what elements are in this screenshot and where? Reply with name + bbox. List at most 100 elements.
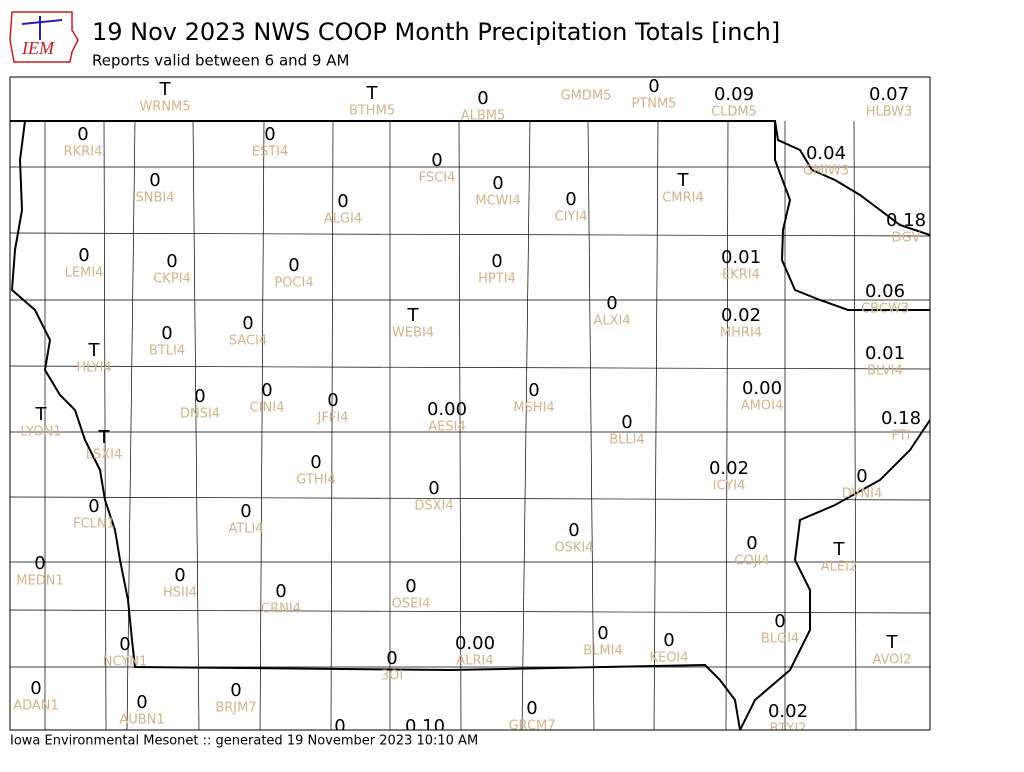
station-id: AUBN1	[119, 713, 164, 728]
station-id: HLYI4	[76, 361, 111, 376]
station-id: ALXI4	[593, 314, 630, 329]
station-id: SNBI4	[136, 191, 175, 206]
station-id: GMDM5	[561, 89, 612, 104]
station-value: 0.07	[869, 84, 909, 105]
station-value: 0.04	[806, 143, 846, 164]
station-value: 0	[119, 634, 130, 655]
station-value: 0	[242, 313, 253, 334]
station-id: DNSI4	[180, 407, 220, 422]
station-value: 0	[746, 533, 757, 554]
station-value: 0	[568, 520, 579, 541]
station-id: KEOI4	[649, 651, 688, 666]
station-value: 0.18	[886, 210, 926, 231]
station-value: 0	[526, 698, 537, 719]
station-id: HPTI4	[478, 272, 516, 287]
county-line	[725, 120, 729, 730]
station-value: 0.18	[881, 408, 921, 429]
station-value: 0	[386, 648, 397, 669]
station-id: BTHM5	[349, 104, 395, 119]
station-value: 0	[136, 692, 147, 713]
station-value: 0	[491, 251, 502, 272]
station-id: MEDN1	[16, 574, 63, 589]
station-value: 0.10	[405, 716, 445, 737]
station-value: 0.06	[865, 281, 905, 302]
station-value: 0.01	[721, 247, 761, 268]
station-value: 0	[565, 189, 576, 210]
station-value: 0	[310, 452, 321, 473]
station-id: HLBW3	[866, 105, 913, 120]
station-id: CBCW3	[861, 302, 909, 317]
station-value: 0	[34, 553, 45, 574]
station-id: BLLI4	[609, 433, 645, 448]
station-id: CINI4	[250, 401, 285, 416]
station-id: CRNI4	[261, 602, 301, 617]
river-border	[739, 121, 930, 730]
station-id: GRCM7	[508, 719, 555, 734]
station-id: ICYI4	[713, 479, 746, 494]
station-id: 3OI	[381, 669, 403, 684]
station-id: PTNM5	[632, 97, 677, 112]
station-value: T	[886, 632, 899, 653]
county-line	[458, 120, 462, 730]
station-id: LYON1	[21, 425, 62, 440]
station-id: JFFI4	[317, 411, 349, 426]
title: 19 Nov 2023 NWS COOP Month Precipitation…	[92, 18, 780, 46]
station-value: 0	[774, 611, 785, 632]
station-value: 0	[149, 170, 160, 191]
station-id: MSHI4	[513, 401, 554, 416]
station-value: T	[833, 539, 846, 560]
county-line	[10, 232, 930, 237]
station-id: HSII4	[163, 586, 197, 601]
station-value: 0.02	[721, 305, 761, 326]
station-id: COJI4	[734, 554, 769, 569]
station-value: 0	[161, 323, 172, 344]
county-lines	[10, 77, 930, 730]
county-line	[103, 120, 107, 730]
station-id: BLGI4	[761, 632, 799, 647]
station-id: NCYN1	[103, 655, 148, 670]
station-id: BTYI2	[770, 722, 807, 737]
station-value: 0.00	[455, 633, 495, 654]
county-line	[10, 609, 930, 614]
station-id: OSKI4	[554, 541, 593, 556]
station-value: 0.00	[427, 399, 467, 420]
station-id: FCLN1	[73, 517, 115, 532]
station-id: ESTI4	[252, 145, 289, 160]
county-line	[587, 120, 595, 730]
station-value: T	[407, 305, 420, 326]
station-id: CKPI4	[153, 272, 191, 287]
logo: IEM	[9, 11, 79, 63]
station-value: 0	[431, 150, 442, 171]
station-value: 0	[288, 255, 299, 276]
station-id: POCI4	[274, 276, 313, 291]
station-value: 0	[275, 581, 286, 602]
footer: Iowa Environmental Mesonet :: generated …	[10, 734, 478, 749]
station-value: 0	[264, 124, 275, 145]
station-value: 0	[240, 501, 251, 522]
station-value: T	[98, 427, 111, 448]
station-id: AESI4	[428, 420, 465, 435]
station-value: T	[35, 404, 48, 425]
county-line	[521, 120, 531, 730]
station-id: ALEI2	[821, 560, 857, 575]
station-value: T	[159, 79, 172, 100]
station-id: SACI4	[229, 334, 267, 349]
station-id: CMRI4	[662, 191, 703, 206]
station-value: 0.01	[865, 343, 905, 364]
station-value: 0	[528, 380, 539, 401]
county-line	[10, 365, 930, 370]
station-id: DSXI4	[414, 499, 453, 514]
station-id: ALBM5	[461, 109, 506, 124]
station-value: 0	[194, 386, 205, 407]
station-id: BLMI4	[583, 644, 622, 659]
station-value: 0	[606, 293, 617, 314]
station-id: OSEI4	[392, 597, 431, 612]
county-line	[126, 120, 136, 730]
county-line	[653, 120, 659, 730]
station-value: T	[88, 340, 101, 361]
station-id: BRJM7	[215, 701, 256, 716]
station-id: AVOI2	[872, 653, 911, 668]
station-id: DGV	[892, 231, 921, 246]
county-line	[259, 120, 265, 730]
